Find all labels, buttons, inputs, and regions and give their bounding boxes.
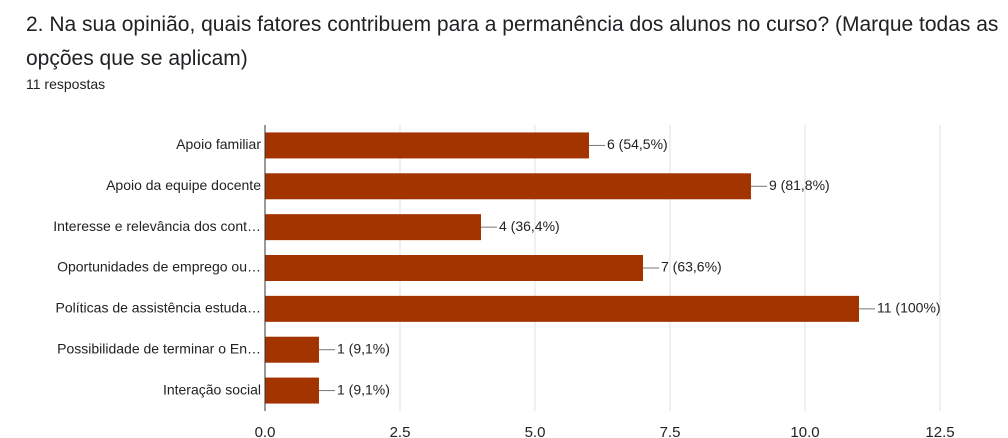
bar <box>265 132 589 159</box>
y-tick-label: Interação social <box>163 381 261 397</box>
value-label: 6 (54,5%) <box>607 136 668 152</box>
value-label: 1 (9,1%) <box>337 381 390 397</box>
y-tick-label: Apoio da equipe docente <box>106 177 261 193</box>
chart-title: 2. Na sua opinião, quais fatores contrib… <box>26 13 999 70</box>
x-tick-label: 2.5 <box>390 424 411 438</box>
x-tick-label: 10.0 <box>790 424 819 438</box>
x-tick-label: 5.0 <box>525 424 546 438</box>
x-tick-label: 0.0 <box>255 424 276 438</box>
value-label: 9 (81,8%) <box>769 177 830 193</box>
value-label: 4 (36,4%) <box>499 218 560 234</box>
bar <box>265 255 643 281</box>
value-label: 1 (9,1%) <box>337 340 390 356</box>
value-label: 11 (100%) <box>877 300 941 316</box>
y-tick-label: Interesse e relevância dos cont… <box>53 218 261 234</box>
bar <box>265 214 481 241</box>
y-tick-label: Possibilidade de terminar o En… <box>57 340 261 356</box>
y-tick-label: Oportunidades de emprego ou… <box>57 259 261 275</box>
y-tick-label: Apoio familiar <box>176 136 261 152</box>
y-tick-label: Políticas de assistência estuda… <box>56 300 261 316</box>
bar <box>265 173 751 200</box>
bar <box>265 377 319 404</box>
bar <box>265 295 859 322</box>
x-tick-label: 12.5 <box>925 424 954 438</box>
x-tick-label: 7.5 <box>660 424 681 438</box>
bar <box>265 336 319 363</box>
chart-subtitle: 11 respostas <box>26 76 106 92</box>
value-label: 7 (63,6%) <box>661 259 722 275</box>
